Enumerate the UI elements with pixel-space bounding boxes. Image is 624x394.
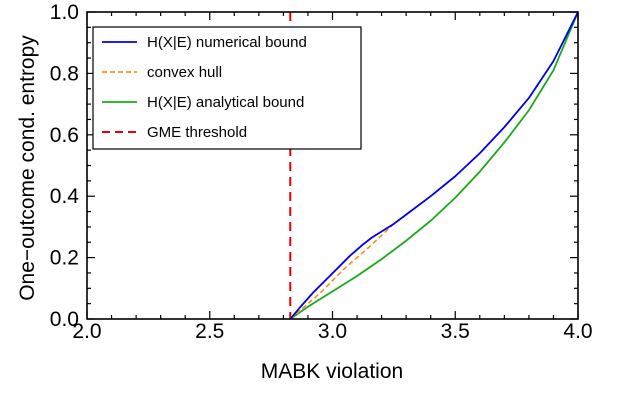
x-axis-title: MABK violation <box>261 360 403 383</box>
legend-label: H(X|E) analytical bound <box>147 94 304 111</box>
series-line-convex-hull <box>289 223 395 319</box>
y-tick-label: 0.4 <box>50 185 80 208</box>
legend-box <box>92 26 362 150</box>
y-tick-label: 0.2 <box>50 247 79 270</box>
x-tick-label: 2.5 <box>195 320 224 343</box>
y-tick-label: 1.0 <box>50 1 79 24</box>
series-line-h-x-e-numerical-bound <box>289 12 578 319</box>
x-tick-label: 3.0 <box>318 320 347 343</box>
y-tick-label: 0.0 <box>50 308 79 331</box>
y-axis-title: One−outcome cond. entropy <box>16 35 39 301</box>
y-tick-label: 0.6 <box>50 124 79 147</box>
y-tick-label: 0.8 <box>50 62 79 85</box>
x-tick-label: 2.0 <box>72 320 101 343</box>
x-tick-label: 4.0 <box>563 320 592 343</box>
series-line-h-x-e-analytical-bound <box>289 12 578 319</box>
legend-label: GME threshold <box>147 124 247 141</box>
legend-label: H(X|E) numerical bound <box>147 34 307 51</box>
x-tick-label: 3.5 <box>441 320 470 343</box>
legend-label: convex hull <box>147 64 222 81</box>
